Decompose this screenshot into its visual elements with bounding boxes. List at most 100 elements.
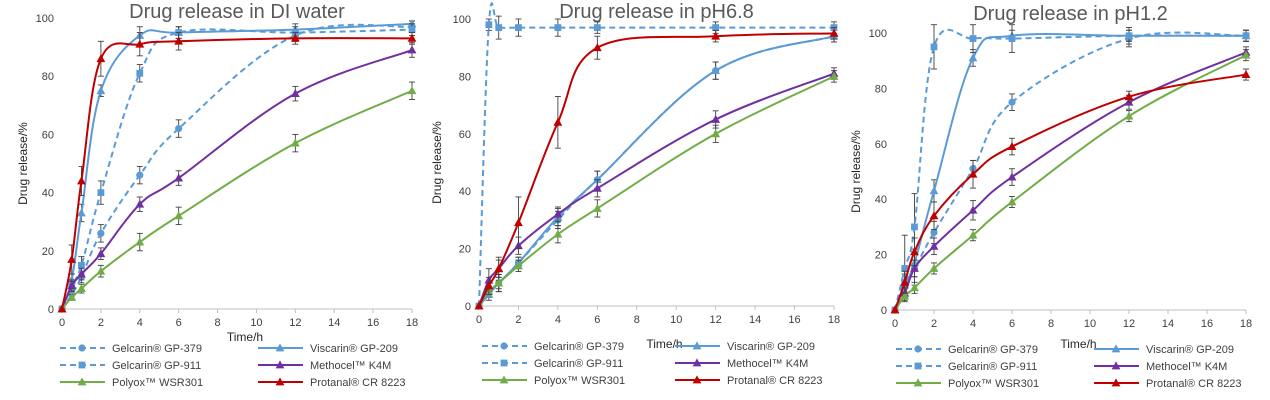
legend-label: Viscarin® GP-209 [310,343,398,355]
legend-swatch-marker [914,362,922,370]
y-tick-label: 0 [881,305,887,317]
legend-item-gelcarin-gp-379: Gelcarin® GP-379 [60,343,202,355]
data-point [77,208,86,217]
data-point [553,117,563,126]
legend-item-methocel-k4m: Methocel™ K4M [1094,361,1227,373]
data-point [96,54,106,63]
legend-item-protanal-cr-8223: Protanal® CR 8223 [1094,378,1242,390]
y-tick-label: 60 [42,129,54,141]
x-tick-label: 2 [98,317,104,329]
x-tick-label: 10 [1084,318,1096,330]
series-line [61,89,413,310]
x-tick-label: 4 [555,314,561,326]
data-point [910,247,919,256]
legend-item-polyox-wsr301: Polyox™ WSR301 [896,378,1039,390]
x-tick-label: 14 [749,314,761,326]
y-tick-label: 100 [36,13,54,25]
data-point [474,301,484,310]
series-protanal-cr-8223 [57,32,417,313]
x-tick-label: 16 [788,314,800,326]
legend-label: Gelcarin® GP-379 [534,341,624,353]
data-point [929,186,939,195]
y-tick-label: 20 [459,244,471,256]
series-methocel-k4m [57,42,417,313]
legend-swatch-marker [78,344,86,352]
y-axis-title: Drug release/% [849,130,863,213]
x-tick-label: 8 [1048,318,1054,330]
data-point [407,19,417,28]
legend-label: Methocel™ K4M [310,360,391,372]
x-tick-label: 14 [1162,318,1174,330]
data-point [829,28,839,37]
legend-swatch-marker [500,359,508,367]
legend-label: Gelcarin® GP-911 [112,360,201,372]
legend-swatch-marker [500,342,508,350]
data-point [77,176,86,185]
x-tick-label: 18 [406,317,418,329]
data-point [968,230,978,239]
y-tick-label: 20 [42,246,54,258]
chart-panel-1: Drug release in DI water 0 20 40 60 80 100 0 2 4 6… [16,1,418,389]
data-point [485,21,493,29]
series-methocel-k4m [890,46,1251,314]
data-point [484,281,494,290]
legend-item-polyox-wsr301: Polyox™ WSR301 [60,377,203,389]
legend-item-gelcarin-gp-911: Gelcarin® GP-911 [60,360,201,372]
y-tick-label: 40 [875,194,887,206]
data-point [514,261,523,270]
legend-swatch-marker [1111,344,1121,353]
data-point [57,304,67,313]
data-point [136,171,144,179]
legend-label: Gelcarin® GP-379 [112,343,202,355]
data-point [290,89,300,98]
data-point [929,211,939,220]
x-tick-label: 2 [931,318,937,330]
series-polyox-wsr301 [57,81,417,313]
y-tick-label: 0 [465,301,471,313]
data-point [407,33,417,42]
series-line [61,28,413,310]
x-tick-label: 2 [515,314,521,326]
x-tick-label: 0 [476,314,482,326]
data-point [174,173,184,182]
data-point [174,211,184,220]
series-line [894,73,1247,311]
data-point [553,229,563,238]
y-tick-label: 40 [459,186,471,198]
data-point [712,24,720,32]
data-point [290,138,300,147]
legend-label: Protanal® CR 8223 [727,375,823,387]
legend-item-protanal-cr-8223: Protanal® CR 8223 [258,377,406,389]
data-point [96,249,106,258]
x-tick-label: 4 [970,318,976,330]
data-point [1008,98,1016,106]
data-point [96,86,106,95]
series-line [894,33,1246,311]
y-tick-label: 100 [453,14,471,26]
series-line [894,28,1247,311]
legend-label: Viscarin® GP-209 [727,341,815,353]
legend-label: Gelcarin® GP-379 [948,344,1038,356]
series-line [478,75,835,307]
data-point [407,45,417,54]
y-tick-label: 80 [875,83,887,95]
series-line [478,2,834,307]
legend-item-viscarin-gp-209: Viscarin® GP-209 [675,341,815,353]
data-point [592,175,602,184]
legend-item-gelcarin-gp-911: Gelcarin® GP-911 [896,361,1037,373]
data-point [711,129,721,138]
series-line [478,35,835,307]
y-axis-title: Drug release/% [430,121,444,204]
data-point [408,26,416,34]
data-point [494,278,504,287]
data-point [97,189,105,196]
legend-item-methocel-k4m: Methocel™ K4M [258,360,391,372]
series-methocel-k4m [474,67,839,310]
data-point [592,43,602,52]
data-point [711,31,721,40]
x-tick-label: 8 [214,317,220,329]
data-point [968,205,978,214]
data-point [554,24,562,32]
legend-label: Gelcarin® GP-911 [534,358,623,370]
